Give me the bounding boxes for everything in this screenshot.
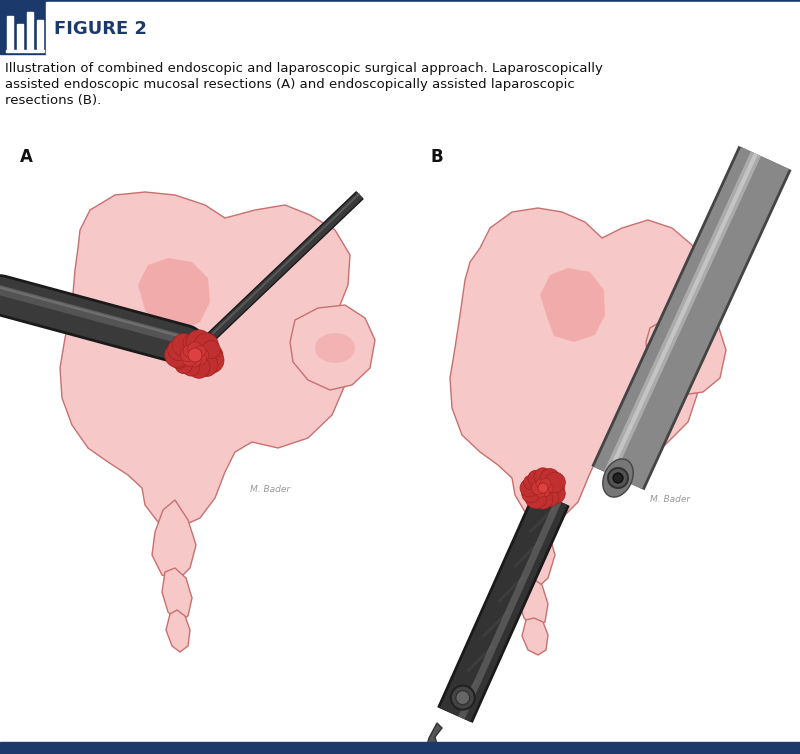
Circle shape bbox=[168, 339, 190, 360]
Circle shape bbox=[198, 349, 209, 360]
Polygon shape bbox=[166, 610, 190, 652]
Polygon shape bbox=[646, 312, 726, 395]
Circle shape bbox=[542, 488, 550, 497]
Polygon shape bbox=[518, 578, 548, 628]
Text: M. Bader: M. Bader bbox=[250, 486, 290, 495]
Ellipse shape bbox=[602, 459, 634, 497]
Circle shape bbox=[534, 467, 552, 486]
Bar bbox=[6, 50, 44, 52]
Polygon shape bbox=[138, 258, 210, 332]
Circle shape bbox=[188, 357, 210, 379]
Circle shape bbox=[188, 348, 202, 362]
Circle shape bbox=[540, 478, 551, 489]
Circle shape bbox=[545, 472, 566, 492]
Circle shape bbox=[536, 479, 545, 489]
Bar bbox=[0, 742, 800, 754]
Circle shape bbox=[189, 354, 202, 366]
Circle shape bbox=[183, 345, 195, 357]
Text: resections (B).: resections (B). bbox=[5, 94, 102, 107]
Circle shape bbox=[165, 342, 190, 367]
Polygon shape bbox=[450, 208, 705, 522]
Text: FIGURE 2: FIGURE 2 bbox=[54, 20, 147, 38]
Circle shape bbox=[180, 348, 194, 362]
Polygon shape bbox=[152, 500, 196, 580]
Circle shape bbox=[202, 341, 220, 359]
Circle shape bbox=[195, 353, 206, 365]
Circle shape bbox=[198, 348, 224, 373]
Bar bbox=[0, 2, 46, 54]
Text: assisted endoscopic mucosal resections (A) and endoscopically assisted laparosco: assisted endoscopic mucosal resections (… bbox=[5, 78, 574, 91]
Polygon shape bbox=[290, 305, 375, 390]
Circle shape bbox=[170, 352, 187, 369]
Circle shape bbox=[545, 483, 566, 504]
Circle shape bbox=[520, 479, 538, 497]
Circle shape bbox=[608, 468, 628, 488]
Polygon shape bbox=[60, 192, 350, 528]
Circle shape bbox=[186, 329, 212, 356]
Circle shape bbox=[182, 352, 197, 366]
Circle shape bbox=[536, 488, 546, 497]
Circle shape bbox=[195, 345, 206, 357]
Bar bbox=[37, 20, 43, 50]
Circle shape bbox=[194, 353, 218, 376]
Text: A: A bbox=[20, 148, 33, 166]
Bar bbox=[0, 0, 800, 2]
Circle shape bbox=[540, 468, 560, 488]
Circle shape bbox=[542, 489, 558, 507]
Text: B: B bbox=[430, 148, 442, 166]
Circle shape bbox=[456, 691, 470, 705]
Circle shape bbox=[613, 473, 623, 483]
Circle shape bbox=[528, 470, 544, 486]
Polygon shape bbox=[425, 723, 442, 754]
Circle shape bbox=[533, 489, 553, 509]
Circle shape bbox=[522, 485, 540, 503]
Circle shape bbox=[450, 685, 474, 710]
Circle shape bbox=[550, 481, 564, 495]
Circle shape bbox=[538, 483, 548, 493]
Circle shape bbox=[203, 345, 223, 365]
Bar bbox=[46, 2, 800, 54]
Bar bbox=[27, 12, 33, 50]
Polygon shape bbox=[522, 618, 548, 655]
Circle shape bbox=[206, 334, 214, 342]
Circle shape bbox=[187, 342, 202, 357]
Ellipse shape bbox=[666, 340, 706, 370]
Polygon shape bbox=[540, 268, 605, 342]
Circle shape bbox=[531, 481, 545, 495]
Bar bbox=[7, 16, 13, 50]
Circle shape bbox=[183, 335, 199, 351]
Circle shape bbox=[172, 333, 195, 357]
Circle shape bbox=[543, 483, 553, 493]
Bar bbox=[17, 24, 23, 50]
Circle shape bbox=[182, 358, 200, 376]
Ellipse shape bbox=[315, 333, 355, 363]
Circle shape bbox=[523, 475, 538, 489]
Circle shape bbox=[194, 333, 218, 357]
Polygon shape bbox=[162, 568, 192, 622]
Text: M. Bader: M. Bader bbox=[650, 495, 690, 504]
Text: Illustration of combined endoscopic and laparoscopic surgical approach. Laparosc: Illustration of combined endoscopic and … bbox=[5, 62, 603, 75]
Polygon shape bbox=[512, 508, 555, 590]
Circle shape bbox=[525, 487, 547, 509]
Circle shape bbox=[175, 356, 193, 374]
